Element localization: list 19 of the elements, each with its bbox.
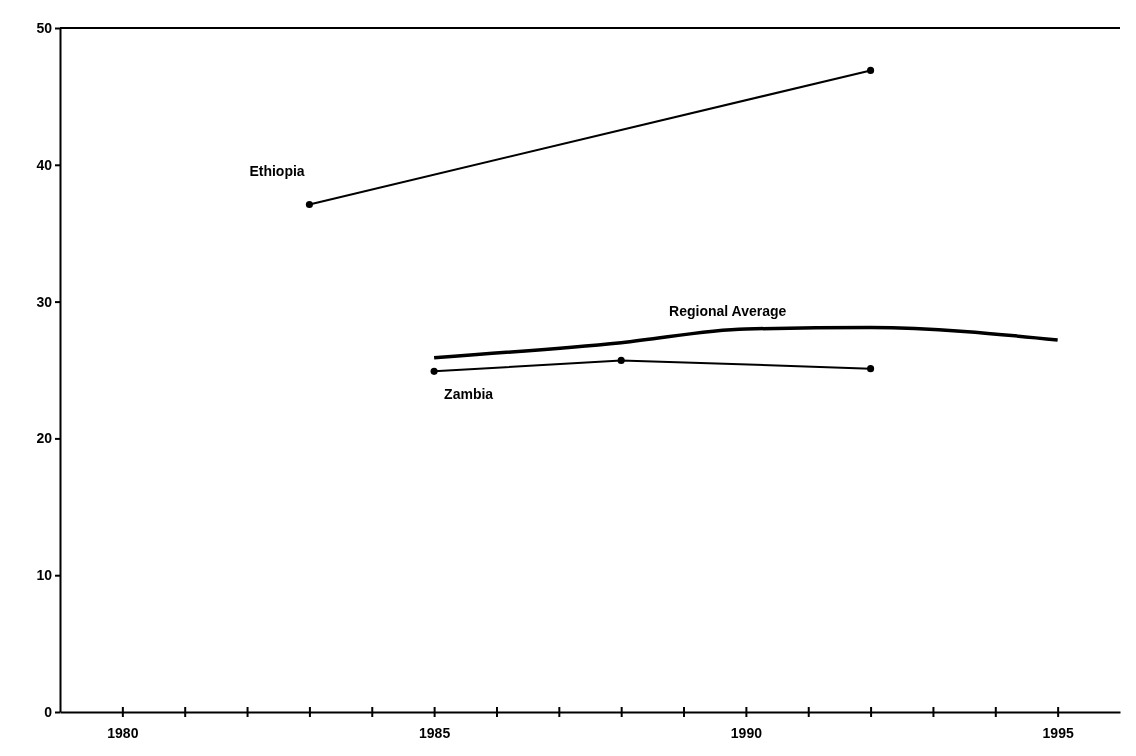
series-label: Ethiopia bbox=[249, 163, 305, 180]
point bbox=[617, 356, 625, 364]
point bbox=[305, 200, 313, 209]
x-tick-label: 1980 bbox=[107, 725, 139, 742]
point bbox=[430, 367, 438, 375]
y-tick-label: 10 bbox=[36, 567, 53, 584]
x-tick-label: 1985 bbox=[419, 725, 451, 742]
x-tick-label: 1995 bbox=[1042, 725, 1074, 742]
y-tick-label: 30 bbox=[36, 293, 53, 310]
series-label: Zambia bbox=[444, 386, 494, 403]
point bbox=[867, 365, 875, 373]
y-tick-label: 20 bbox=[36, 430, 53, 447]
line-series bbox=[432, 325, 1060, 360]
y-tick-label: 40 bbox=[36, 156, 53, 173]
y-tick-label: 0 bbox=[44, 703, 53, 720]
x-tick-label: 1990 bbox=[730, 725, 763, 742]
point bbox=[867, 66, 875, 74]
series-label: Regional Average bbox=[669, 302, 787, 319]
y-tick-label: 50 bbox=[36, 19, 53, 36]
